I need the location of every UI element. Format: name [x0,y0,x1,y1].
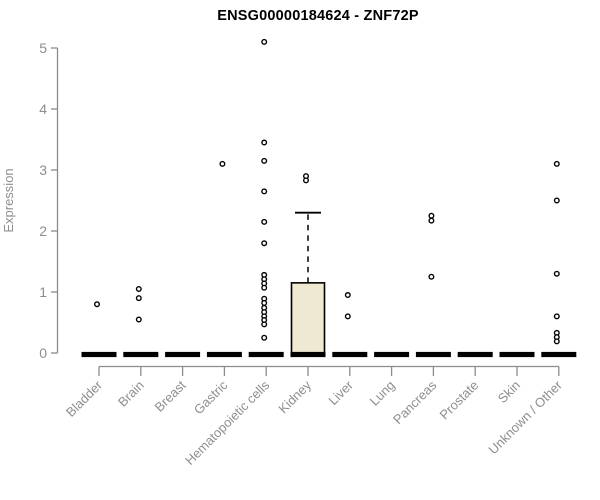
x-tick-label: Brain [115,378,147,410]
outlier-point [261,188,268,195]
outlier-point [135,295,142,302]
outlier-point [261,240,268,247]
x-tick-label: Lung [367,378,398,409]
x-tick-label: Pancreas [390,377,440,427]
outlier-point [261,139,268,146]
zero-median-bar [206,351,242,358]
y-tick-label: 5 [39,40,47,56]
y-tick-label: 0 [39,345,47,361]
outlier-point [261,299,268,306]
outlier-point [553,160,560,167]
zero-median-bar [332,351,368,358]
x-tick-label: Kidney [275,377,314,416]
box [290,282,326,354]
outlier-point [93,301,100,308]
zero-median-bar [165,351,201,358]
outlier-point [261,334,268,341]
x-tick-label: Breast [152,377,189,414]
outlier-point [219,160,226,167]
zero-median-bar [541,351,577,358]
zero-median-bar [81,351,117,358]
outlier-point [428,273,435,280]
y-axis-title: Expression [1,168,16,232]
x-tick-label: Gastric [191,377,231,417]
outlier-point [261,284,268,291]
x-tick-label: Bladder [63,377,106,420]
y-tick-label: 3 [39,162,47,178]
zero-median-bar [499,351,535,358]
y-tick-label: 4 [39,101,47,117]
outlier-point [261,38,268,45]
zero-median-bar [123,351,159,358]
chart-title: ENSG00000184624 - ZNF72P [217,8,419,24]
y-tick-label: 1 [39,284,47,300]
outlier-point [344,313,351,320]
outlier-point [553,338,560,345]
outlier-point [261,321,268,328]
outlier-point [553,313,560,320]
outlier-point [261,157,268,164]
x-tick-label: Skin [495,378,523,406]
outlier-point [553,197,560,204]
outlier-point [135,316,142,323]
outlier-point [553,270,560,277]
outlier-point [261,218,268,225]
x-tick-label: Liver [325,377,356,408]
outlier-point [428,212,435,219]
x-tick-label: Unknown / Other [485,377,565,457]
zero-median-bar [248,351,284,358]
zero-median-bar [374,351,410,358]
zero-median-bar [290,351,326,358]
outlier-point [303,177,310,184]
outlier-point [344,292,351,299]
zero-median-bar [415,351,451,358]
outlier-point [135,285,142,292]
outlier-point [428,217,435,224]
zero-median-bar [457,351,493,358]
x-tick-label: Prostate [436,378,481,423]
y-tick-label: 2 [39,223,47,239]
